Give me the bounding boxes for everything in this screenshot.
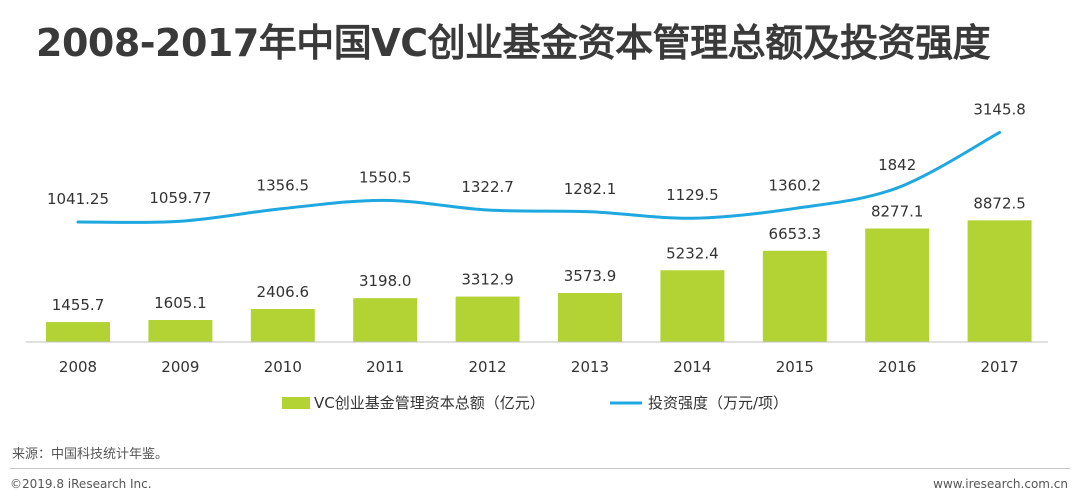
bar-data-label: 3573.9	[564, 267, 617, 285]
x-tick-label: 2015	[776, 358, 814, 376]
line-data-label: 1282.1	[564, 180, 617, 198]
line-series	[76, 130, 1002, 224]
x-tick-label: 2013	[571, 358, 609, 376]
x-tick-label: 2009	[161, 358, 199, 376]
x-tick-label: 2012	[469, 358, 507, 376]
line-data-label: 1129.5	[666, 186, 719, 204]
bar-data-label: 6653.3	[769, 225, 822, 243]
footer-divider	[10, 468, 1070, 469]
bar-data-labels: 1455.7 1605.1 2406.6 3198.0 3312.9 3573.9 5232…	[52, 194, 1026, 314]
bar-series	[46, 220, 1032, 342]
line-data-label: 1356.5	[257, 177, 310, 195]
legend-bar-swatch	[282, 397, 310, 409]
bar	[46, 322, 110, 342]
bar	[660, 270, 725, 342]
line-data-label: 1550.5	[359, 168, 412, 186]
line-data-label: 1322.7	[461, 178, 514, 196]
x-tick-label: 2010	[264, 358, 302, 376]
bar-data-label: 8277.1	[871, 203, 924, 221]
combo-chart: 1455.7 1605.1 2406.6 3198.0 3312.9 3573.9 5232…	[26, 100, 1048, 412]
chart-title: 2008-2017年中国VC创业基金资本管理总额及投资强度	[36, 21, 991, 65]
bar	[967, 220, 1032, 342]
line-data-label: 1059.77	[149, 189, 211, 207]
line-data-label: 1842	[878, 156, 916, 174]
line-data-label: 3145.8	[973, 100, 1026, 118]
line-data-label: 1041.25	[47, 190, 109, 208]
copyright-text: ©2019.8 iResearch Inc.	[10, 477, 152, 491]
bar-data-label: 3198.0	[359, 272, 412, 290]
x-tick-label: 2011	[366, 358, 404, 376]
bar	[865, 228, 930, 342]
legend-line-label: 投资强度（万元/项）	[648, 394, 788, 412]
legend-bar-label: VC创业基金管理资本总额（亿元）	[314, 394, 545, 412]
bar-data-label: 2406.6	[257, 283, 310, 301]
x-tick-label: 2008	[59, 358, 97, 376]
x-tick-label: 2016	[878, 358, 916, 376]
bar	[353, 298, 418, 342]
website-text: www.iresearch.com.cn	[933, 477, 1068, 491]
x-tick-labels: 2008 2009 2010 2011 2012 2013 2014 2015 2016 2017	[59, 358, 1019, 376]
bar	[762, 250, 827, 342]
line-data-labels: 1041.25 1059.77 1356.5 1550.5 1322.7 1282.1 11…	[47, 100, 1026, 208]
bar-data-label: 1605.1	[154, 294, 207, 312]
legend: VC创业基金管理资本总额（亿元） 投资强度（万元/项）	[282, 394, 788, 412]
bar	[250, 309, 315, 342]
bar	[558, 293, 622, 342]
bar-data-label: 3312.9	[461, 271, 514, 289]
x-tick-label: 2017	[981, 358, 1019, 376]
bar-data-label: 8872.5	[973, 194, 1026, 212]
bar-data-label: 5232.4	[666, 244, 719, 262]
bar	[455, 296, 520, 342]
line-data-label: 1360.2	[769, 176, 822, 194]
bar-data-label: 1455.7	[52, 296, 105, 314]
source-note: 来源：中国科技统计年鉴。	[12, 447, 169, 462]
bar	[148, 319, 213, 342]
x-tick-label: 2014	[673, 358, 711, 376]
